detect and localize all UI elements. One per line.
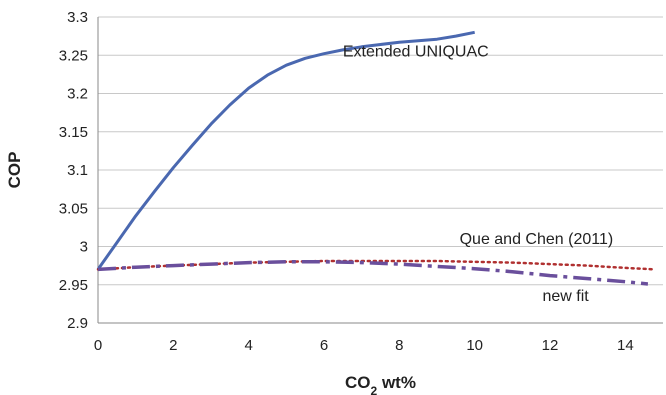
y-tick-label: 2.9 xyxy=(67,315,88,332)
x-tick-label: 4 xyxy=(244,337,252,354)
y-tick-label: 3.1 xyxy=(67,162,88,179)
axes xyxy=(97,17,663,324)
y-tick-label: 3.2 xyxy=(67,86,88,103)
annotation-label: Extended UNIQUAC xyxy=(343,43,489,60)
y-axis-title: COP xyxy=(5,152,24,189)
x-tick-labels: 0 2 4 6 8 10 12 14 xyxy=(94,337,634,354)
x-tick-label: 6 xyxy=(320,337,328,354)
y-tick-label: 3.15 xyxy=(59,124,88,141)
series-line-extended-uniquac xyxy=(96,30,475,271)
x-axis-title: CO2 wt% xyxy=(345,373,416,395)
x-tick-label: 12 xyxy=(542,337,559,354)
annotation-label: new fit xyxy=(542,288,589,305)
x-tick-label: 14 xyxy=(617,337,634,354)
series-line-que-and-chen-2011 xyxy=(96,259,657,271)
x-tick-label: 10 xyxy=(466,337,483,354)
x-tick-label: 2 xyxy=(169,337,177,354)
x-tick-label: 8 xyxy=(395,337,403,354)
x-tick-label: 0 xyxy=(94,337,102,354)
y-tick-label: 3.25 xyxy=(59,47,88,64)
y-tick-label: 2.95 xyxy=(59,277,88,294)
gridlines xyxy=(98,16,663,286)
y-tick-label: 3.05 xyxy=(59,200,88,217)
series-lines xyxy=(96,30,657,286)
annotation-label: Que and Chen (2011) xyxy=(460,231,614,248)
y-tick-label: 3.3 xyxy=(67,9,88,26)
y-tick-label: 3 xyxy=(80,239,88,256)
annotations: Extended UNIQUAC Que and Chen (2011) new f… xyxy=(343,43,613,305)
series-line-new-fit xyxy=(97,260,649,286)
y-tick-labels: 2.9 2.95 3 3.05 3.1 3.15 3.2 3.25 3.3 xyxy=(59,9,88,332)
